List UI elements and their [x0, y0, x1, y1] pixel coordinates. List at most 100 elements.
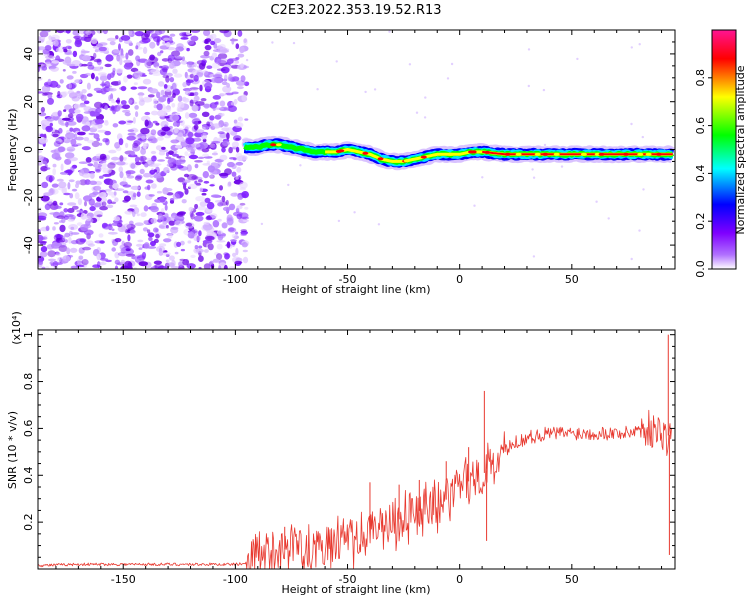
noise-speckle	[125, 142, 129, 148]
noise-speckle	[80, 213, 87, 220]
heatmap-x-axis-label: Height of straight line (km)	[281, 283, 430, 296]
noise-speckle	[156, 136, 164, 141]
noise-speckle	[193, 91, 199, 96]
noise-speckle	[57, 90, 61, 97]
noise-speckle	[41, 65, 48, 71]
noise-speckle	[65, 121, 69, 128]
noise-speckle	[527, 48, 531, 51]
noise-speckle	[182, 88, 192, 92]
noise-speckle	[66, 247, 71, 255]
noise-speckle	[527, 84, 530, 88]
noise-speckle	[190, 254, 196, 258]
noise-speckle	[135, 174, 143, 179]
noise-speckle	[122, 199, 129, 203]
noise-speckle	[99, 258, 109, 261]
noise-speckle	[245, 58, 249, 62]
noise-speckle	[46, 244, 55, 250]
noise-speckle	[78, 161, 89, 164]
snr-x-axis-label: Height of straight line (km)	[281, 583, 430, 596]
noise-speckle	[212, 220, 220, 228]
noise-speckle	[154, 264, 164, 269]
noise-speckle	[85, 215, 92, 222]
noise-speckle	[76, 209, 83, 213]
noise-speckle	[50, 263, 54, 267]
noise-speckle	[165, 259, 170, 263]
noise-speckle	[198, 120, 202, 124]
noise-speckle	[165, 224, 169, 229]
noise-speckle	[201, 59, 207, 64]
noise-speckle	[62, 91, 68, 97]
noise-speckle	[166, 163, 174, 168]
noise-speckle	[130, 150, 136, 156]
noise-speckle	[52, 168, 56, 176]
noise-speckle	[147, 160, 151, 165]
noise-speckle	[58, 181, 67, 189]
noise-speckle	[81, 259, 89, 266]
noise-speckle	[237, 86, 244, 90]
heatmap-y-tick-label: -20	[22, 188, 35, 206]
noise-speckle	[161, 58, 170, 62]
noise-speckle	[38, 155, 44, 161]
noise-speckle	[211, 52, 218, 58]
noise-speckle	[162, 221, 168, 225]
noise-speckle	[217, 137, 223, 142]
noise-speckle	[353, 211, 356, 214]
noise-speckle	[271, 41, 274, 44]
noise-speckle	[198, 255, 204, 262]
noise-speckle	[59, 224, 66, 233]
noise-speckle	[242, 219, 250, 222]
noise-speckle	[543, 143, 547, 147]
noise-speckle	[65, 30, 71, 34]
noise-speckle	[292, 41, 296, 45]
noise-speckle	[128, 30, 133, 36]
noise-speckle	[158, 151, 166, 156]
noise-speckle	[63, 109, 67, 112]
noise-speckle	[41, 30, 51, 33]
noise-speckle	[38, 112, 47, 117]
noise-speckle	[163, 167, 170, 174]
noise-speckle	[64, 152, 75, 159]
noise-speckle	[119, 171, 124, 179]
noise-speckle	[83, 229, 94, 236]
noise-speckle	[115, 146, 122, 152]
noise-speckle	[93, 58, 102, 63]
noise-speckle	[630, 122, 633, 126]
noise-speckle	[532, 176, 536, 179]
signal-peak-dot	[622, 152, 629, 156]
noise-speckle	[202, 153, 210, 158]
snr-y-tick-label: 0.2	[22, 513, 35, 531]
noise-speckle	[78, 255, 84, 260]
noise-speckle	[174, 251, 179, 255]
noise-speckle	[82, 246, 92, 251]
noise-speckle	[114, 259, 121, 265]
noise-speckle	[64, 52, 74, 56]
noise-speckle	[38, 240, 48, 244]
noise-speckle	[180, 248, 185, 252]
noise-speckle	[91, 156, 101, 163]
noise-speckle	[130, 86, 138, 90]
noise-speckle	[91, 120, 96, 127]
noise-speckle	[68, 108, 77, 114]
noise-speckle	[86, 93, 93, 97]
noise-speckle	[228, 227, 235, 232]
noise-speckle	[68, 83, 73, 89]
noise-speckle	[240, 75, 246, 83]
noise-speckle	[172, 121, 178, 127]
noise-speckle	[198, 245, 203, 249]
noise-speckle	[242, 249, 248, 253]
noise-speckle	[149, 41, 156, 49]
noise-speckle	[133, 70, 143, 78]
noise-speckle	[98, 233, 104, 238]
noise-speckle	[335, 60, 338, 63]
noise-speckle	[127, 120, 134, 123]
noise-speckle	[168, 220, 176, 226]
noise-speckle	[48, 258, 56, 262]
noise-speckle	[177, 158, 186, 164]
noise-speckle	[221, 222, 228, 229]
noise-speckle	[38, 149, 43, 154]
noise-speckle	[206, 230, 215, 237]
noise-speckle	[146, 61, 153, 66]
noise-speckle	[106, 37, 117, 42]
noise-speckle	[69, 127, 74, 132]
noise-speckle	[81, 146, 91, 151]
